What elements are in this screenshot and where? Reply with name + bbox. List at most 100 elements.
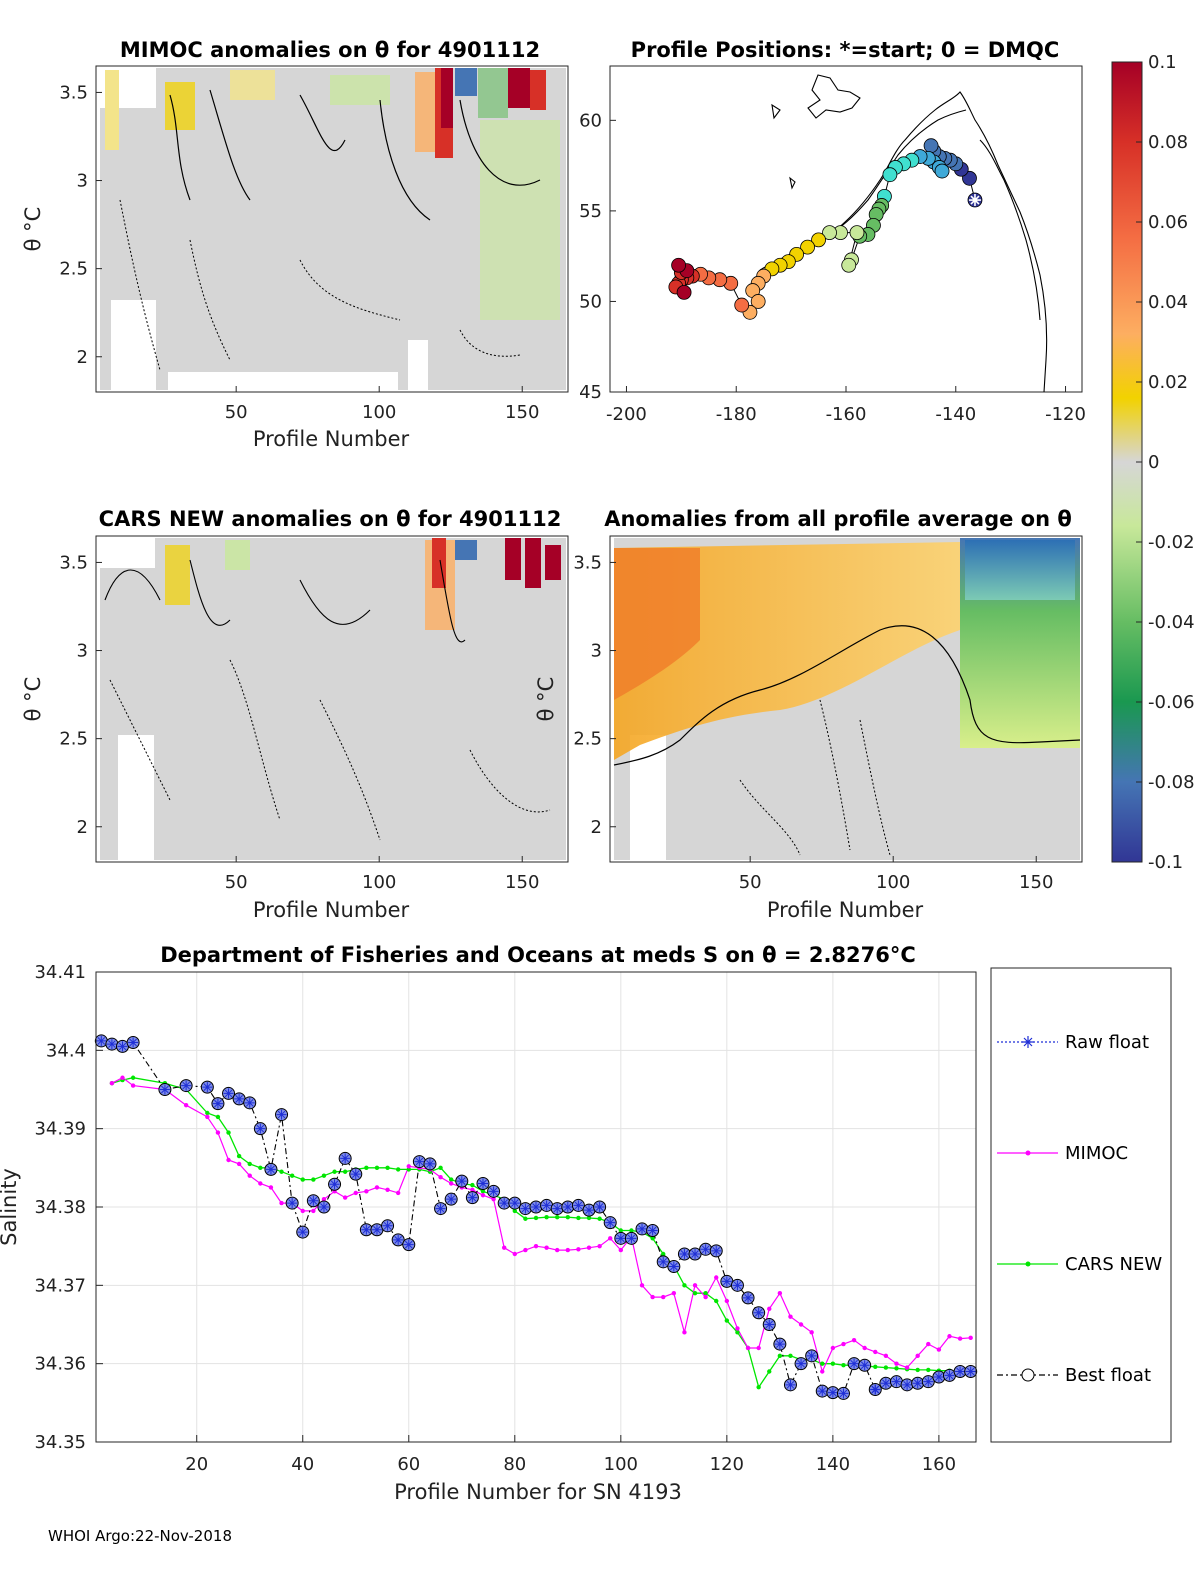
x-tick-label: 80 bbox=[503, 1454, 526, 1475]
cars-point bbox=[618, 1228, 624, 1233]
colorbar-tick-label: 0.08 bbox=[1148, 132, 1188, 153]
mimoc-point bbox=[724, 1298, 730, 1304]
mimoc-point bbox=[406, 1164, 411, 1169]
raw-float-star bbox=[499, 1198, 510, 1209]
raw-float-star bbox=[531, 1202, 541, 1212]
cars-point bbox=[279, 1169, 284, 1174]
mimoc-point bbox=[957, 1336, 963, 1341]
cars-point bbox=[533, 1215, 539, 1221]
raw-float-star bbox=[467, 1192, 478, 1203]
mimoc-point bbox=[597, 1243, 602, 1249]
mimoc-point bbox=[565, 1247, 571, 1253]
average-anomaly-panel: Anomalies from all profile average on θ … bbox=[534, 507, 1083, 922]
raw-float-star bbox=[605, 1217, 616, 1228]
mimoc-point bbox=[894, 1361, 899, 1366]
profile-position-marker bbox=[882, 167, 898, 183]
raw-float-star bbox=[690, 1249, 701, 1259]
cars-x-label: Profile Number bbox=[253, 898, 410, 922]
colorbar-tick-label: -0.04 bbox=[1148, 612, 1195, 633]
mimoc-point bbox=[215, 1130, 221, 1135]
x-tick-label: 40 bbox=[291, 1454, 314, 1475]
mimoc-point bbox=[321, 1196, 327, 1202]
mimoc-point bbox=[862, 1345, 867, 1351]
cars-point bbox=[289, 1173, 295, 1178]
y-tick-label: 34.38 bbox=[34, 1197, 86, 1218]
raw-float-star bbox=[297, 1227, 308, 1238]
mimoc-point bbox=[385, 1187, 390, 1192]
cars-point bbox=[470, 1182, 475, 1188]
raw-float-star bbox=[584, 1205, 595, 1216]
mimoc-point bbox=[512, 1251, 517, 1257]
cars-point bbox=[565, 1214, 571, 1220]
raw-float-star bbox=[944, 1370, 955, 1381]
mimoc-point bbox=[873, 1349, 878, 1355]
raw-float-star bbox=[329, 1179, 340, 1190]
x-tick-label: 60 bbox=[397, 1454, 420, 1475]
x-tick-label: 150 bbox=[505, 872, 539, 893]
x-tick-label: 50 bbox=[225, 872, 248, 893]
y-tick-label: 34.39 bbox=[34, 1119, 86, 1140]
mimoc-point bbox=[470, 1187, 475, 1192]
mimoc-point bbox=[851, 1337, 857, 1343]
cars-anomaly-panel: CARS NEW anomalies on θ for 4901112 50 10… bbox=[21, 507, 569, 922]
footer-stamp: WHOI Argo:22-Nov-2018 bbox=[48, 1527, 232, 1545]
average-field bbox=[613, 538, 1081, 860]
profile-position-marker bbox=[934, 163, 950, 179]
cars-panel-title: CARS NEW anomalies on θ for 4901112 bbox=[99, 507, 562, 531]
raw-float-star bbox=[743, 1292, 754, 1303]
raw-float-star bbox=[424, 1158, 435, 1169]
legend-label: MIMOC bbox=[1065, 1143, 1128, 1164]
y-tick-label: 34.35 bbox=[34, 1432, 86, 1453]
y-tick-label: 2 bbox=[77, 347, 88, 368]
raw-float-star bbox=[711, 1245, 722, 1256]
mimoc-point bbox=[491, 1196, 496, 1202]
raw-float-star bbox=[435, 1203, 446, 1214]
mimoc-point bbox=[830, 1345, 836, 1351]
cars-point bbox=[777, 1353, 783, 1359]
mimoc-point bbox=[353, 1190, 358, 1196]
cars-point bbox=[586, 1215, 592, 1221]
legend-marker-raw bbox=[1022, 1036, 1034, 1048]
mimoc-point bbox=[226, 1157, 231, 1163]
mimoc-point bbox=[618, 1247, 624, 1253]
raw-float-star bbox=[891, 1376, 902, 1387]
profile-position-marker bbox=[750, 294, 766, 309]
mimoc-point bbox=[236, 1161, 242, 1167]
raw-float-star bbox=[796, 1358, 807, 1369]
mimoc-point bbox=[448, 1181, 454, 1186]
mimoc-point bbox=[311, 1208, 316, 1214]
profile-position-marker bbox=[811, 232, 826, 248]
salinity-panel-title: Department of Fisheries and Oceans at me… bbox=[160, 943, 916, 967]
cars-point bbox=[724, 1318, 730, 1323]
cars-y-label: θ °C bbox=[21, 677, 45, 722]
raw-float-star bbox=[202, 1082, 213, 1093]
y-tick-label: 3.5 bbox=[59, 552, 88, 573]
legend-label: CARS NEW bbox=[1065, 1254, 1162, 1275]
y-tick-label: 3.5 bbox=[573, 552, 602, 573]
mimoc-point bbox=[809, 1330, 814, 1335]
cars-point bbox=[215, 1114, 221, 1120]
mimoc-point bbox=[735, 1326, 740, 1331]
mimoc-point bbox=[279, 1200, 284, 1206]
mimoc-point bbox=[183, 1102, 189, 1108]
cars-point bbox=[629, 1228, 634, 1233]
cars-point bbox=[830, 1361, 836, 1366]
cars-point bbox=[682, 1283, 687, 1288]
y-tick-label: 2.5 bbox=[59, 259, 88, 280]
raw-float-star bbox=[774, 1339, 785, 1350]
profile-position-marker bbox=[734, 297, 750, 313]
mimoc-point bbox=[130, 1083, 136, 1088]
cars-point bbox=[555, 1214, 560, 1220]
raw-float-star bbox=[403, 1239, 414, 1250]
mimoc-point bbox=[205, 1114, 210, 1120]
cars-point bbox=[873, 1364, 878, 1370]
raw-float-star bbox=[785, 1379, 796, 1390]
raw-float-star bbox=[753, 1307, 764, 1318]
raw-float-star bbox=[361, 1224, 372, 1235]
mimoc-point bbox=[533, 1243, 539, 1249]
cars-point bbox=[788, 1353, 793, 1359]
mimoc-point bbox=[480, 1193, 486, 1198]
salinity-y-label: Salinity bbox=[0, 1168, 21, 1246]
mimoc-point bbox=[788, 1314, 793, 1319]
mimoc-point bbox=[586, 1245, 592, 1250]
